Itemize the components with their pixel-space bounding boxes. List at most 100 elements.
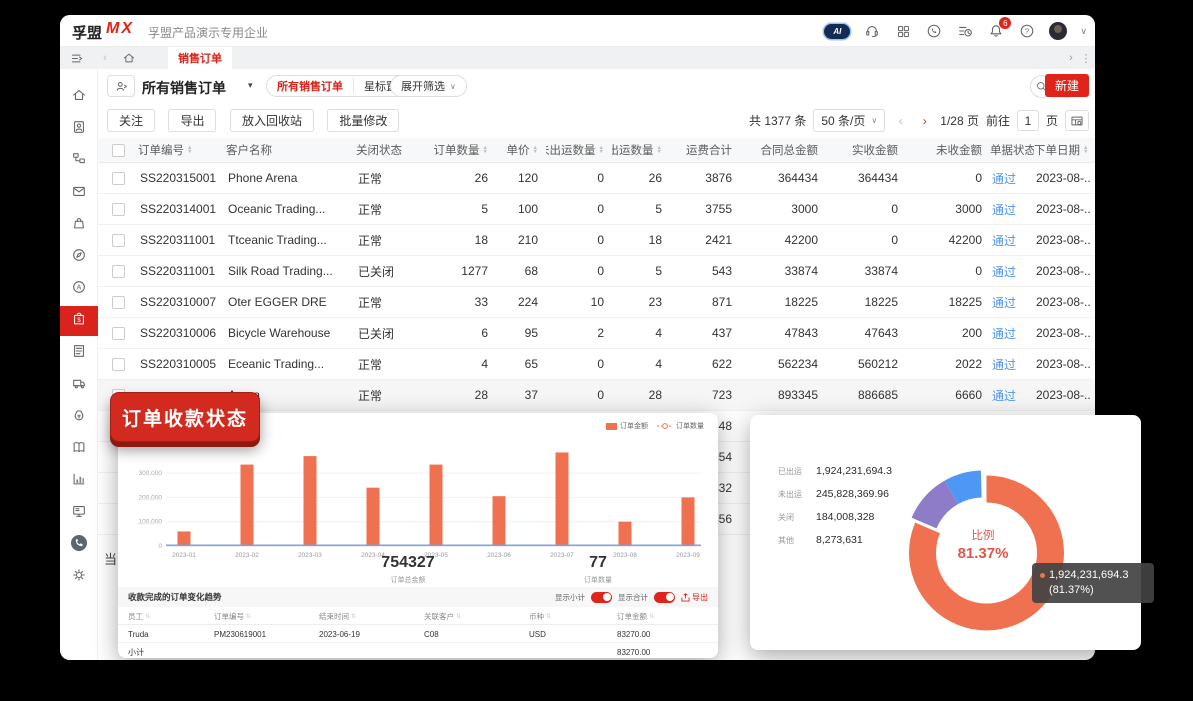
sort-icon[interactable]: ▲ ▼ <box>187 145 193 155</box>
trend-column-header[interactable]: 关联客户 ⇅ <box>424 611 462 621</box>
sidebar-item-wallet[interactable] <box>60 402 98 432</box>
recycle-button[interactable]: 放入回收站 <box>229 109 314 132</box>
column-header[interactable]: 运费合计 <box>670 142 740 158</box>
whatsapp-icon[interactable] <box>925 22 943 40</box>
ai-assistant-button[interactable]: AI <box>824 23 851 39</box>
sidebar-item-whatsapp[interactable] <box>60 530 98 560</box>
table-row[interactable]: SS220315001 Phone Arena 正常 26 120 0 26 3876 3644… <box>98 163 1095 194</box>
export-button[interactable]: 导出 <box>168 109 217 132</box>
history-log-icon[interactable] <box>956 22 974 40</box>
tab-sales-orders[interactable]: 销售订单 <box>168 47 232 69</box>
sidebar-item-mail[interactable] <box>60 178 98 208</box>
sidebar-item-contacts[interactable] <box>60 114 98 144</box>
help-icon[interactable]: ? <box>1018 22 1036 40</box>
collapse-sidebar-icon[interactable] <box>66 47 88 69</box>
trend-column-header[interactable]: 结束时间 ⇅ <box>319 611 357 621</box>
goto-page-input[interactable]: 1 <box>1016 110 1039 131</box>
new-order-button[interactable]: 新建 <box>1045 74 1089 97</box>
column-header[interactable]: 单据状态 <box>990 142 1034 158</box>
column-header[interactable]: 客户名称 <box>226 142 356 158</box>
sort-icon[interactable]: ▲ ▼ <box>656 145 662 155</box>
row-checkbox[interactable] <box>111 357 125 371</box>
table-row[interactable]: SS220310005 Eceanic Trading... 正常 4 65 0 4 622 5… <box>98 349 1095 380</box>
view-switcher-button[interactable] <box>107 75 135 97</box>
headset-support-icon[interactable] <box>863 22 881 40</box>
column-header[interactable]: 订单数量 ▲ ▼ <box>428 142 496 158</box>
trend-column-header[interactable]: 订单编号 ⇅ <box>214 611 252 621</box>
column-header[interactable]: 单价 ▲ ▼ <box>496 142 546 158</box>
page-size-select[interactable]: 50 条/页 ∨ <box>813 109 886 132</box>
tab-scroll-right-icon[interactable]: › <box>1069 52 1073 64</box>
trend-column-header[interactable]: 币种 ⇅ <box>529 611 552 621</box>
tab-home-icon[interactable] <box>118 47 140 69</box>
toggle-total-switch[interactable] <box>654 591 675 603</box>
sidebar-item-book[interactable] <box>60 434 98 464</box>
sidebar-item-org[interactable] <box>60 146 98 176</box>
table-row[interactable]: SS220314001 Oceanic Trading... 正常 5 100 0 5 375… <box>98 194 1095 225</box>
row-checkbox[interactable] <box>111 233 125 247</box>
book-icon <box>71 439 87 460</box>
view-title[interactable]: 所有销售订单 <box>142 80 226 96</box>
table-row[interactable]: SS220310006 Bicycle Warehouse 已关闭 6 95 2 4 437 4… <box>98 318 1095 349</box>
sort-icon[interactable]: ▲ ▼ <box>1083 145 1089 155</box>
table-row[interactable]: SS220310007 Oter EGGER DRE 正常 33 224 10 23 871 1… <box>98 287 1095 318</box>
sidebar-item-compass[interactable] <box>60 242 98 272</box>
column-header[interactable]: 实收金额 <box>826 142 906 158</box>
sidebar-item-a-circle[interactable]: A <box>60 274 98 304</box>
user-avatar[interactable] <box>1049 22 1068 40</box>
toolbar-primary: 所有销售订单 ▾ 所有销售订单 星标置顶 展开筛选 ∨ 新建 <box>98 69 1095 105</box>
sidebar-item-invoice[interactable] <box>60 338 98 368</box>
column-header[interactable]: 未出运数量▲▼ <box>546 142 612 158</box>
row-checkbox[interactable] <box>111 295 125 309</box>
expand-filter-button[interactable]: 展开筛选 ∨ <box>390 75 467 97</box>
sidebar-item-monitor[interactable] <box>60 498 98 528</box>
column-header[interactable]: 已出运数量▲▼ <box>612 142 670 158</box>
select-all-checkbox[interactable] <box>111 143 125 157</box>
table-row[interactable]: SS220311001 Silk Road Trading... 已关闭 1277 68… <box>98 256 1095 287</box>
sort-icon[interactable]: ▲ ▼ <box>482 145 488 155</box>
batch-edit-button[interactable]: 批量修改 <box>327 109 400 132</box>
column-header[interactable]: 未收金额 <box>906 142 990 158</box>
trend-column-header[interactable]: 员工 ⇅ <box>128 611 151 621</box>
next-page-button[interactable]: › <box>922 113 927 128</box>
trend-cell: 83270.00 <box>617 647 651 657</box>
sidebar-item-bag[interactable] <box>60 210 98 240</box>
apps-grid-icon[interactable] <box>894 22 912 40</box>
column-label: 未收金额 <box>936 145 982 157</box>
trend-export-button[interactable]: 导出 <box>681 592 708 603</box>
view-caret-icon[interactable]: ▾ <box>248 80 253 90</box>
sidebar-item-gear[interactable] <box>60 562 98 592</box>
column-config-button[interactable] <box>1065 110 1089 131</box>
sort-icon[interactable]: ▲ ▼ <box>532 145 538 155</box>
column-header[interactable]: 关闭状态 <box>356 142 428 158</box>
tab-more-icon[interactable]: ⋮ <box>1080 52 1092 65</box>
toggle-subtotal-switch[interactable] <box>591 591 612 603</box>
cell-not_shipped: 0 <box>597 357 604 371</box>
tab-back-icon[interactable]: ‹ <box>103 52 107 64</box>
table-row[interactable]: SS220311001 Ttceanic Trading... 正常 18 210 0 18… <box>98 225 1095 256</box>
trend-cell: 小计 <box>128 647 144 657</box>
sidebar-item-home[interactable] <box>60 82 98 112</box>
row-checkbox[interactable] <box>111 264 125 278</box>
trend-cell: 83270.00 <box>617 629 651 639</box>
sidebar-item-truck[interactable] <box>60 370 98 400</box>
row-checkbox[interactable] <box>111 326 125 340</box>
prev-page-button[interactable]: ‹ <box>898 113 903 128</box>
cell-date: 2023-08-.. <box>1036 295 1091 309</box>
follow-button[interactable]: 关注 <box>107 109 156 132</box>
trend-table-row[interactable]: Truda PM230619001 2023-06-19 C08 USD 83270.00 <box>118 625 718 643</box>
sidebar-item-chart[interactable] <box>60 466 98 496</box>
row-select-cell <box>98 264 138 278</box>
row-checkbox[interactable] <box>111 202 125 216</box>
pill-all-orders[interactable]: 所有销售订单 <box>267 78 354 94</box>
avatar-chevron-icon[interactable]: ∨ <box>1080 25 1087 36</box>
trend-table-row[interactable]: 小计 83270.00 <box>118 643 718 658</box>
row-checkbox[interactable] <box>111 171 125 185</box>
trend-column-header[interactable]: 订单金额 ⇅ <box>617 611 655 621</box>
column-header[interactable]: 下单日期 ▲ ▼ <box>1034 142 1095 158</box>
sidebar-item-orders[interactable]: $ <box>60 306 98 336</box>
notifications-bell-icon[interactable]: 6 <box>987 17 1012 40</box>
sort-icon[interactable]: ▲ ▼ <box>598 145 604 155</box>
column-header[interactable]: 合同总金额 <box>740 142 826 158</box>
column-header[interactable]: 订单编号 ▲ ▼ <box>138 142 226 158</box>
